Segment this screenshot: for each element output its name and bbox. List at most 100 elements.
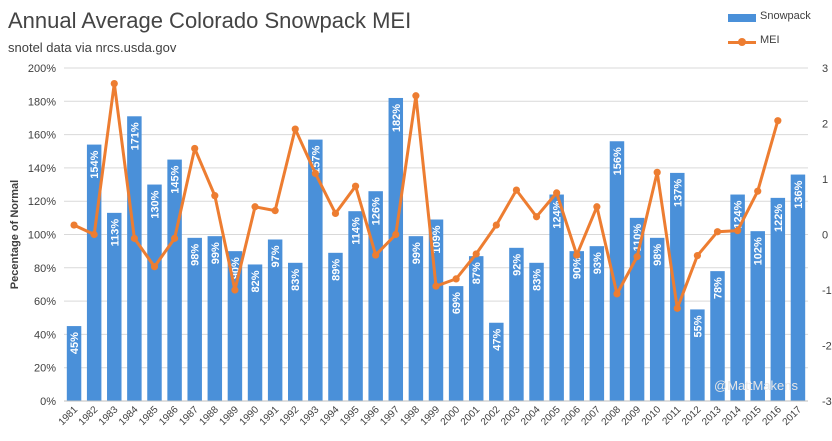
x-tick-label-2017: 2017 — [781, 404, 805, 428]
y2-tick-label: 3 — [822, 63, 828, 75]
x-tick-label-1996: 1996 — [358, 404, 382, 428]
y-tick-label: 20% — [34, 363, 56, 375]
y-tick-label: 60% — [34, 296, 56, 308]
bar-2016 — [770, 197, 786, 401]
mei-point-2001 — [472, 250, 480, 258]
mei-line — [73, 82, 780, 310]
x-tick-label-2005: 2005 — [539, 404, 563, 428]
x-tick-label-2010: 2010 — [640, 404, 664, 428]
x-tick-label-2002: 2002 — [479, 404, 503, 428]
y-axis-label: Pecentage of Normal — [9, 180, 21, 289]
y2-tick-label: 0 — [822, 230, 828, 242]
x-tick-label-2001: 2001 — [459, 404, 483, 428]
bar-1989 — [227, 251, 243, 401]
bar-1992 — [288, 262, 303, 401]
x-tick-label-2009: 2009 — [620, 404, 644, 428]
mei-point-2011 — [673, 304, 681, 312]
x-tick-label-1997: 1997 — [378, 404, 402, 428]
x-tick-label-2014: 2014 — [720, 404, 744, 428]
bar-label-2003: 92% — [511, 254, 523, 276]
x-tick-label-1983: 1983 — [97, 404, 121, 428]
mei-point-2005 — [553, 189, 561, 197]
bar-label-2000: 69% — [451, 292, 463, 314]
bar-label-1983: 113% — [109, 219, 121, 247]
x-tick-label-1986: 1986 — [157, 404, 181, 428]
x-tick-label-1987: 1987 — [177, 404, 201, 428]
y2-tick-label: 2 — [822, 119, 828, 131]
bar-2003 — [509, 247, 524, 401]
bar-2004 — [529, 262, 544, 401]
bar-label-1996: 126% — [371, 197, 383, 225]
mei-point-2004 — [532, 213, 541, 221]
bar-1994 — [328, 252, 343, 401]
x-tick-label-2016: 2016 — [760, 404, 784, 428]
x-tick-label-2006: 2006 — [559, 404, 583, 428]
legend: Snowpack MEI — [728, 6, 828, 50]
bar-label-2015: 102% — [753, 237, 765, 265]
bar-2007 — [589, 246, 605, 401]
bar-1987 — [187, 237, 202, 401]
mei-point-1996 — [372, 251, 380, 259]
mei-point-1991 — [271, 207, 279, 215]
mei-point-1983 — [110, 79, 118, 88]
bar-label-1997: 182% — [391, 104, 403, 132]
x-tick-label-2015: 2015 — [740, 404, 764, 428]
bar-1988 — [207, 236, 223, 401]
x-tick-label-1988: 1988 — [197, 404, 221, 428]
y-tick-label: 120% — [28, 196, 56, 208]
x-tick-label-1991: 1991 — [258, 404, 282, 428]
x-tick-label-2007: 2007 — [579, 404, 603, 428]
bar-label-1982: 154% — [89, 150, 101, 178]
bar-1985 — [147, 184, 162, 401]
bar-label-2012: 55% — [692, 315, 704, 337]
bar-2000 — [448, 286, 464, 401]
mei-point-1995 — [351, 182, 360, 190]
mei-point-1994 — [331, 209, 340, 218]
y-tick-label: 100% — [28, 230, 56, 242]
bar-label-1998: 99% — [411, 242, 423, 264]
y2-tick-label: -3 — [822, 396, 832, 408]
bar-2017 — [790, 174, 806, 401]
bar-1981 — [66, 326, 82, 401]
bar-label-2007: 93% — [592, 252, 604, 274]
x-tick-label-2000: 2000 — [439, 404, 463, 428]
x-tick-label-1994: 1994 — [318, 404, 342, 428]
mei-point-2009 — [633, 253, 641, 261]
x-tick-label-1982: 1982 — [77, 404, 101, 428]
mei-point-2002 — [492, 221, 500, 229]
mei-point-2010 — [653, 168, 661, 176]
mei-point-2013 — [713, 228, 722, 236]
bar-label-2001: 87% — [471, 262, 483, 284]
bar-1990 — [247, 264, 263, 401]
bar-2014 — [730, 194, 745, 401]
bar-label-2014: 124% — [733, 200, 745, 228]
bar-2015 — [750, 231, 765, 401]
bar-label-2006: 90% — [572, 257, 584, 279]
bar-label-2011: 137% — [672, 179, 684, 207]
x-tick-label-2003: 2003 — [499, 404, 523, 428]
bar-2002 — [489, 322, 504, 401]
x-tick-label-1981: 1981 — [57, 404, 81, 428]
mei-point-1981 — [70, 221, 78, 229]
x-tick-label-2004: 2004 — [519, 404, 543, 428]
y-tick-label: 140% — [28, 163, 56, 175]
y-tick-label: 160% — [28, 130, 56, 142]
bar-1993 — [308, 139, 323, 401]
x-tick-label-1995: 1995 — [338, 404, 362, 428]
mei-point-2015 — [754, 187, 762, 195]
x-tick-label-1992: 1992 — [278, 404, 302, 428]
x-tick-label-2011: 2011 — [660, 404, 683, 427]
legend-label-snowpack: Snowpack — [760, 10, 811, 22]
mei-point-1982 — [90, 230, 98, 239]
bar-1983 — [107, 212, 122, 401]
x-tick-label-2012: 2012 — [680, 404, 704, 428]
x-tick-label-1993: 1993 — [298, 404, 322, 428]
mei-point-1985 — [150, 263, 159, 271]
y2-tick-label: 1 — [822, 174, 828, 186]
bar-label-1995: 114% — [351, 217, 363, 245]
x-tick-label-1985: 1985 — [137, 404, 161, 428]
y-tick-label: 0% — [40, 396, 56, 408]
bar-label-2010: 98% — [652, 244, 664, 266]
bar-1986 — [167, 159, 182, 401]
legend-item-mei: MEI — [728, 34, 828, 50]
